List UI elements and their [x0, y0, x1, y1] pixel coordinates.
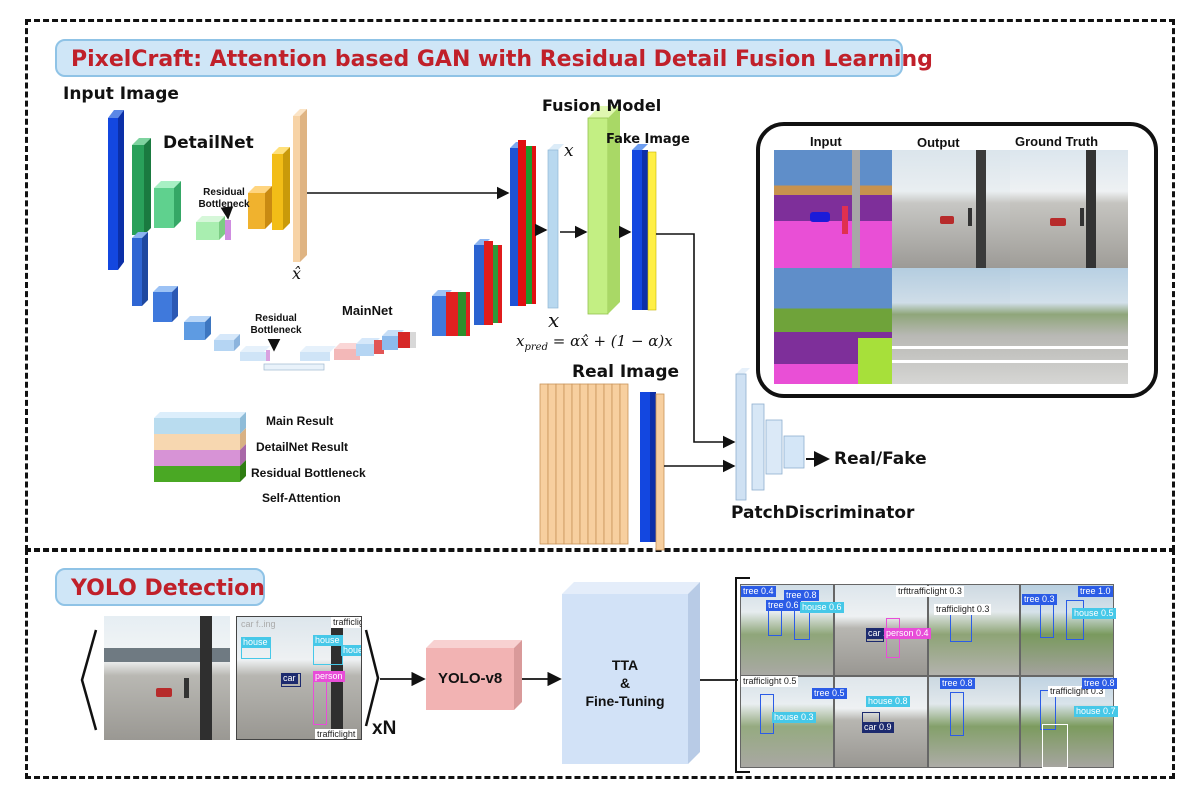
patch-discriminator-label: PatchDiscriminator [731, 503, 915, 523]
tta-line-1: TTA [611, 657, 639, 673]
det-label-car: car [281, 673, 298, 684]
patch-discriminator-block [735, 368, 805, 501]
real-image-label: Real Image [572, 362, 680, 382]
fusion-model-label: Fusion Model [542, 96, 662, 115]
connection-lines [220, 186, 830, 473]
fusion-formula: xpred = αx̂ + (1 − α)x [516, 332, 673, 353]
grid-tag-9: tree 1.0 [1078, 586, 1113, 597]
formula-rhs: = αx̂ + (1 − α)x [547, 332, 673, 350]
grid-tag-14: house 0.8 [866, 696, 910, 707]
fake-image-label: Fake Image [606, 132, 690, 147]
grid-tag-18: trafficlight 0.3 [1048, 686, 1106, 697]
fusion-model-block [587, 106, 620, 315]
detailnet-decoder [248, 109, 307, 262]
residual-bottleneck-main-label: Residual Bottleneck [250, 313, 302, 336]
pixelcraft-title-banner: PixelCraft: Attention based GAN with Res… [55, 39, 933, 77]
panel-header-input: Input [810, 134, 842, 149]
yolo-input-photo [104, 616, 230, 740]
ground-truth-image-2 [1010, 268, 1128, 384]
real-fake-label: Real/Fake [834, 449, 927, 469]
x-label-top: x [564, 141, 574, 161]
input-seg-image-1 [774, 150, 892, 268]
det-label-person: person [313, 671, 345, 682]
grid-tag-6: person 0.4 [884, 628, 931, 639]
grid-tag-20: tree 0.8 [1082, 678, 1117, 689]
input-seg-image-2 [774, 268, 892, 384]
yolo-title: YOLO Detection [71, 576, 265, 601]
det-label-trafficlight-1: trafficlight [331, 617, 361, 628]
grid-tag-2: tree 0.8 [784, 590, 819, 601]
residual-bottleneck-detail-label: Residual Bottleneck [198, 187, 250, 210]
legend-detailnet-result: DetailNet Result [256, 440, 349, 454]
detection-grid-cell-3 [928, 584, 1020, 676]
mainnet-encoder [132, 232, 325, 371]
x-label-bottom: x [548, 308, 560, 332]
grid-tag-7: trafficlight 0.3 [934, 604, 992, 615]
grid-box-7 [1066, 600, 1084, 640]
xn-label: xN [372, 718, 397, 739]
yolo-v8-label: YOLO-v8 [438, 670, 503, 687]
grid-tag-4: house 0.6 [800, 602, 844, 613]
grid-tag-17: house 0.3 [772, 712, 816, 723]
det-label-faded: car f..ing [241, 619, 276, 629]
detection-grid-cell-7 [928, 676, 1020, 768]
fake-image-block [632, 144, 657, 311]
grid-tag-8: trfttrafficlight 0.3 [896, 586, 964, 597]
grid-tag-1: tree 0.4 [741, 586, 776, 597]
grid-box-10 [950, 692, 964, 736]
yolo-v8-box [426, 640, 522, 710]
grid-tag-5: car 1 [866, 628, 891, 639]
grid-tag-11: house 0.5 [1072, 608, 1116, 619]
legend-blocks [154, 412, 246, 482]
pixelcraft-title: PixelCraft: Attention based GAN with Res… [71, 47, 933, 72]
ground-truth-image-1 [1010, 150, 1128, 268]
panel-header-output: Output [917, 135, 960, 150]
det-label-house-1: house [241, 637, 270, 648]
detailnet-encoder [132, 138, 231, 240]
x-output-block [547, 144, 564, 309]
grid-tag-12: trafficlight 0.5 [741, 676, 799, 687]
real-image-stack [539, 383, 665, 551]
grid-tag-3: tree 0.6 [766, 600, 801, 611]
bottom-section-frame [25, 549, 1175, 779]
grid-tag-16: tree 0.8 [940, 678, 975, 689]
legend-self-attention: Self-Attention [262, 491, 341, 505]
tta-line-3: Fine-Tuning [585, 693, 665, 709]
legend-main-result: Main Result [266, 414, 334, 428]
output-image-2 [892, 268, 1010, 384]
mainnet-label: MainNet [342, 303, 393, 318]
grid-tag-19: house 0.7 [1074, 706, 1118, 717]
grid-box-12 [1042, 724, 1068, 768]
grid-tag-13: tree 0.5 [812, 688, 847, 699]
det-label-house-2: house [313, 635, 342, 646]
det-label-trafficlight-2: trafficlight [315, 729, 358, 739]
yolo-detection-photo: house house houe car person trafficlight… [236, 616, 362, 740]
grid-box-6 [1040, 602, 1054, 638]
panel-header-ground-truth: Ground Truth [1015, 134, 1099, 149]
legend-residual-bottleneck: Residual Bottleneck [251, 466, 366, 480]
grid-tag-15: car 0.9 [862, 722, 894, 733]
tta-line-2: & [619, 675, 631, 691]
xhat-label: x̂ [292, 264, 302, 283]
grid-tag-10: tree 0.3 [1022, 594, 1057, 605]
detailnet-label: DetailNet [163, 133, 254, 153]
input-image-block [108, 110, 124, 270]
yolo-title-banner: YOLO Detection [55, 568, 265, 606]
formula-lhs: x [516, 332, 525, 350]
tta-label: TTA & Fine-Tuning [562, 656, 688, 710]
mainnet-decoder [300, 140, 536, 361]
formula-subscript: pred [524, 342, 548, 353]
det-label-house-3: houe [341, 645, 361, 656]
tta-box [562, 582, 700, 764]
output-image-1 [892, 150, 1010, 268]
input-image-label: Input Image [63, 84, 179, 104]
